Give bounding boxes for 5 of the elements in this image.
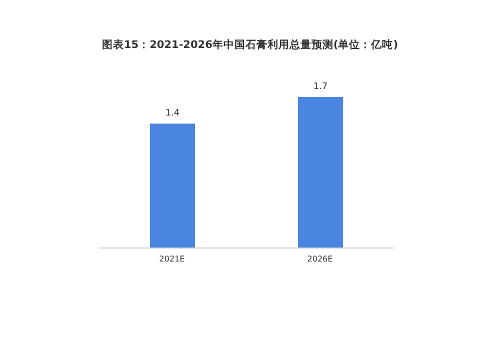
x-tick-label: 2021E <box>159 254 185 264</box>
data-label: 1.7 <box>313 82 328 92</box>
data-label: 1.4 <box>165 108 180 119</box>
x-tick-label: 2026E <box>307 254 333 264</box>
chart-title: 图表15：2021-2026年中国石膏利用总量预测(单位：亿吨) <box>100 38 399 52</box>
